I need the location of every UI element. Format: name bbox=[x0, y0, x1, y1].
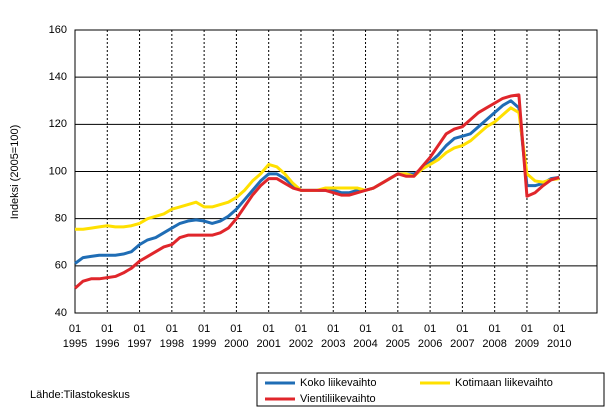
source: Lähde:Tilastokeskus bbox=[30, 389, 130, 401]
y-tick-label: 80 bbox=[55, 213, 67, 225]
x-tick-label: 01 1995 bbox=[63, 323, 87, 350]
x-tick-label: 01 1997 bbox=[127, 323, 151, 350]
legend-label: Koko liikevaihto bbox=[300, 377, 376, 389]
x-tick-label: 01 2006 bbox=[418, 323, 442, 350]
x-tick-label: 01 2008 bbox=[482, 323, 506, 350]
x-tick-label: 01 2002 bbox=[289, 323, 313, 350]
legend-box bbox=[256, 372, 605, 407]
plot-frame bbox=[74, 29, 598, 314]
x-tick-label: 01 2009 bbox=[515, 323, 539, 350]
x-tick-label: 01 2007 bbox=[450, 323, 474, 350]
y-axis-label: Indeksi (2005=100) bbox=[9, 125, 21, 219]
y-tick-label: 40 bbox=[55, 307, 67, 319]
x-tick-label: 01 2010 bbox=[547, 323, 571, 350]
x-tick-label: 01 2001 bbox=[256, 323, 280, 350]
series-line bbox=[74, 93, 560, 290]
legend-label: Vientiliikevaihto bbox=[300, 393, 376, 405]
x-tick-label: 01 1998 bbox=[160, 323, 184, 350]
y-tick-label: 160 bbox=[49, 24, 67, 36]
x-tick-label: 01 2003 bbox=[321, 323, 345, 350]
y-tick-label: 120 bbox=[49, 118, 67, 130]
y-tick-label: 60 bbox=[55, 260, 67, 272]
x-tick-label: 01 2000 bbox=[224, 323, 248, 350]
x-tick-label: 01 2005 bbox=[386, 323, 410, 350]
x-tick-label: 01 1999 bbox=[192, 323, 216, 350]
x-tick-label: 01 2004 bbox=[353, 323, 377, 350]
legend-label: Kotimaan liikevaihto bbox=[455, 377, 553, 389]
series-line bbox=[75, 106, 560, 231]
y-tick-label: 140 bbox=[49, 71, 67, 83]
x-tick-label: 01 1996 bbox=[95, 323, 119, 350]
y-tick-label: 100 bbox=[49, 165, 67, 177]
